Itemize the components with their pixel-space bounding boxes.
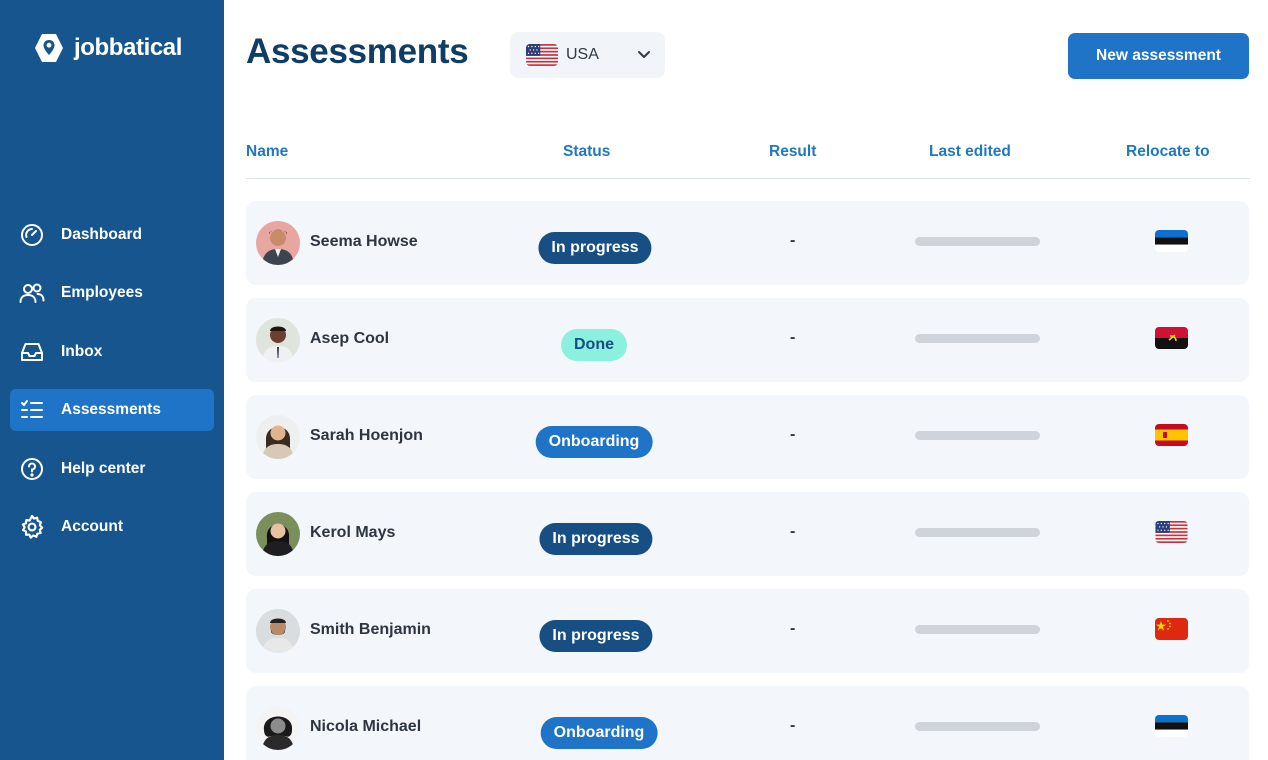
table-row[interactable]: Sarah Hoenjon Onboarding - (246, 395, 1249, 479)
last-edited-placeholder (915, 528, 1040, 537)
sidebar-item-inbox[interactable]: Inbox (10, 331, 214, 373)
sidebar: jobbatical Dashboard Employees Inbox Ass… (0, 0, 224, 760)
last-edited-placeholder (915, 722, 1040, 731)
avatar (256, 609, 300, 653)
avatar (256, 415, 300, 459)
checklist-icon (19, 397, 45, 423)
us-flag-icon (1155, 521, 1188, 543)
page-title: Assessments (246, 32, 469, 71)
column-header-last-edited[interactable]: Last edited (929, 143, 1011, 160)
avatar (256, 318, 300, 362)
employee-name[interactable]: Kerol Mays (310, 524, 396, 541)
employee-name[interactable]: Sarah Hoenjon (310, 427, 423, 444)
employee-name[interactable]: Seema Howse (310, 233, 418, 250)
dashboard-icon (19, 222, 45, 248)
sidebar-item-label: Help center (61, 459, 146, 477)
result-value: - (790, 523, 796, 540)
country-select[interactable]: USA (510, 32, 665, 78)
avatar (256, 706, 300, 750)
china-flag-icon (1155, 618, 1188, 640)
sidebar-nav: Dashboard Employees Inbox Assessments He… (10, 214, 214, 564)
table-row[interactable]: Nicola Michael Onboarding - (246, 686, 1249, 760)
sidebar-item-label: Dashboard (61, 226, 142, 243)
users-icon (19, 280, 45, 306)
logo[interactable]: jobbatical (32, 31, 182, 65)
avatar (256, 512, 300, 556)
last-edited-placeholder (915, 431, 1040, 440)
sidebar-item-dashboard[interactable]: Dashboard (10, 214, 214, 256)
inbox-icon (19, 339, 45, 365)
last-edited-placeholder (915, 334, 1040, 343)
sidebar-item-employees[interactable]: Employees (10, 272, 214, 314)
status-badge: Onboarding (540, 717, 658, 749)
chevron-down-icon (638, 51, 650, 58)
status-badge: In progress (539, 620, 653, 652)
status-badge: Done (561, 329, 627, 361)
table-row[interactable]: Smith Benjamin In progress - (246, 589, 1249, 673)
column-header-result[interactable]: Result (769, 143, 817, 160)
column-header-relocate-to[interactable]: Relocate to (1126, 143, 1210, 160)
last-edited-placeholder (915, 237, 1040, 246)
avatar (256, 221, 300, 265)
sidebar-item-assessments[interactable]: Assessments (10, 389, 214, 432)
employee-name[interactable]: Nicola Michael (310, 718, 422, 735)
new-assessment-button[interactable]: New assessment (1068, 33, 1249, 79)
table-row[interactable]: Kerol Mays In progress - (246, 492, 1249, 576)
sidebar-item-label: Assessments (61, 401, 161, 419)
gear-icon (19, 514, 45, 540)
estonia-flag-icon (1155, 715, 1188, 737)
angola-flag-icon (1155, 327, 1188, 349)
sidebar-item-help-center[interactable]: Help center (10, 448, 214, 490)
column-header-status[interactable]: Status (563, 143, 611, 160)
status-badge: Onboarding (535, 426, 653, 458)
sidebar-item-label: Inbox (61, 342, 103, 360)
sidebar-item-account[interactable]: Account (10, 506, 214, 548)
result-value: - (790, 620, 796, 637)
result-value: - (790, 717, 796, 734)
header-divider (246, 178, 1250, 179)
table-row[interactable]: Seema Howse In progress - (246, 201, 1249, 285)
logo-mark-icon (35, 34, 63, 62)
result-value: - (790, 232, 796, 249)
employee-name[interactable]: Asep Cool (310, 330, 390, 347)
employee-name[interactable]: Smith Benjamin (310, 621, 431, 638)
result-value: - (790, 426, 796, 443)
result-value: - (790, 329, 796, 346)
brand-name: jobbatical (74, 34, 183, 61)
table-row[interactable]: Asep Cool Done - (246, 298, 1249, 382)
sidebar-item-label: Employees (61, 284, 143, 302)
estonia-flag-icon (1155, 230, 1188, 252)
us-flag-icon (526, 44, 558, 66)
sidebar-item-label: Account (61, 517, 123, 535)
status-badge: In progress (538, 232, 652, 264)
status-badge: In progress (539, 523, 653, 555)
country-label: USA (566, 46, 599, 63)
column-header-name[interactable]: Name (246, 143, 289, 160)
help-icon (19, 456, 45, 482)
last-edited-placeholder (915, 625, 1040, 634)
spain-flag-icon (1155, 424, 1188, 446)
